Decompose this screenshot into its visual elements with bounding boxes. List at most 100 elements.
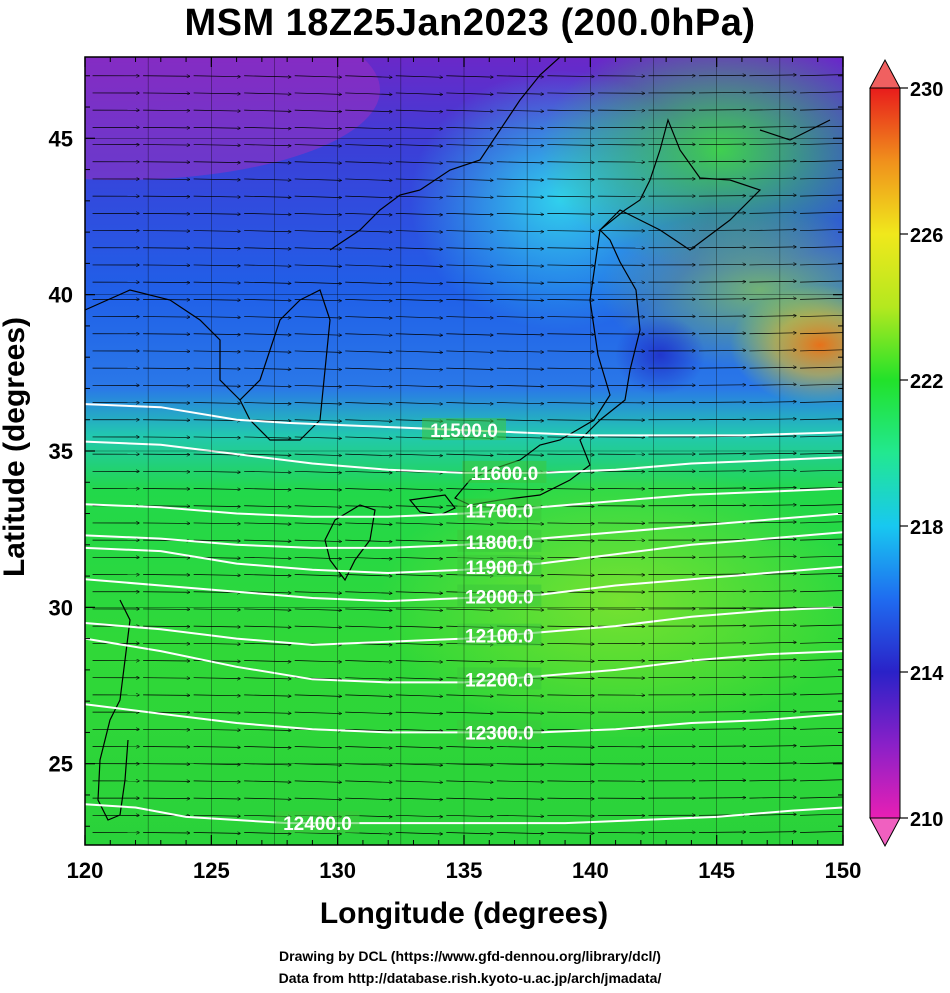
wind-arrow (345, 281, 392, 284)
wind-arrow (749, 144, 797, 145)
x-tick-label: 135 (446, 858, 483, 883)
wind-arrow (547, 110, 594, 111)
wind-arrow (698, 436, 746, 437)
wind-arrow (244, 592, 291, 593)
x-axis: 120 125 130 135 140 145 150 (67, 57, 861, 883)
wind-arrow (800, 659, 843, 661)
wind-arrow (547, 678, 594, 679)
wind-arrow (800, 469, 843, 472)
wind-arrow (143, 317, 190, 318)
wind-arrow (547, 231, 594, 232)
wind-arrow (294, 299, 342, 300)
wind-arrow (345, 178, 392, 181)
wind-arrow (345, 230, 392, 233)
wind-arrow (143, 437, 190, 438)
wind-arrow (143, 265, 190, 266)
wind-arrow (698, 385, 746, 386)
wind-arrow (294, 248, 342, 249)
wind-arrow (446, 609, 493, 610)
wind-arrow (345, 419, 392, 422)
wind-arrow (143, 76, 190, 77)
wind-arrow (496, 145, 544, 146)
wind-arrow (143, 162, 190, 163)
wind-arrow (496, 93, 544, 94)
wind-arrow (193, 678, 241, 679)
wind-arrow (294, 471, 342, 472)
wind-arrow (496, 299, 544, 300)
wind-arrow (143, 403, 190, 404)
wind-arrow (395, 797, 443, 800)
wind-arrow (496, 523, 544, 524)
colorbar-scale (869, 87, 901, 819)
wind-arrow (446, 334, 493, 335)
x-tick-label: 140 (572, 858, 609, 883)
wind-arrow (446, 231, 493, 232)
wind-arrow (395, 814, 443, 817)
colorbar-tick-label: 214 (910, 663, 944, 685)
x-tick-label: 120 (67, 858, 104, 883)
wind-arrow (294, 265, 342, 266)
wind-arrow (345, 350, 392, 353)
wind-arrow (446, 661, 493, 662)
wind-arrow (446, 127, 493, 128)
wind-arrow (698, 677, 746, 678)
wind-arrow (244, 626, 291, 627)
wind-arrow (547, 489, 594, 490)
wind-arrow (496, 747, 544, 748)
wind-arrow (496, 162, 544, 163)
wind-arrow (446, 489, 493, 490)
credit-line-2: Data from http://database.rish.kyoto-u.a… (278, 970, 662, 986)
wind-arrow (698, 316, 746, 317)
wind-arrow (193, 368, 241, 369)
wind-arrow (800, 796, 843, 799)
wind-arrow (446, 798, 493, 799)
contour-label-bg (457, 498, 542, 521)
wind-arrow (698, 729, 746, 730)
wind-arrow (345, 591, 392, 594)
wind-arrow (193, 196, 241, 197)
wind-arrow (749, 522, 797, 523)
wind-arrow (143, 609, 190, 610)
wind-arrow (193, 798, 241, 799)
wind-arrow (698, 213, 746, 214)
wind-arrow (698, 419, 746, 420)
wind-arrow (193, 145, 241, 146)
wind-arrow (446, 179, 493, 180)
wind-arrow (193, 437, 241, 438)
wind-arrow (749, 212, 797, 213)
wind-arrow (244, 145, 291, 146)
wind-arrow (547, 213, 594, 214)
wind-arrow (143, 661, 190, 662)
wind-arrow (244, 282, 291, 283)
wind-arrow (395, 711, 443, 714)
wind-arrow (800, 366, 843, 369)
wind-arrow (294, 781, 342, 782)
wind-arrow (294, 506, 342, 507)
wind-arrow (446, 145, 493, 146)
wind-arrow (193, 317, 241, 318)
wind-arrow (698, 643, 746, 644)
wind-arrow (345, 92, 392, 95)
wind-arrow (800, 143, 843, 145)
wind-arrow (244, 179, 291, 180)
wind-arrow (143, 385, 190, 386)
wind-arrow (446, 368, 493, 369)
wind-arrow (294, 93, 342, 94)
colorbar-tick-label: 218 (910, 517, 943, 539)
contour-label: 11700.0 (466, 502, 534, 523)
wind-arrow (143, 179, 190, 180)
wind-arrow (345, 574, 392, 577)
wind-arrow (749, 247, 797, 248)
wind-arrow (800, 280, 843, 283)
wind-arrow (395, 109, 443, 112)
wind-arrow (193, 643, 241, 644)
wind-arrow (446, 213, 493, 214)
wind-arrow (496, 695, 544, 696)
wind-arrow (749, 642, 797, 643)
wind-arrow (193, 299, 241, 300)
wind-arrow (698, 712, 746, 713)
wind-arrow (749, 505, 797, 506)
wind-arrow (345, 367, 392, 370)
contour-label-bg (457, 667, 542, 690)
